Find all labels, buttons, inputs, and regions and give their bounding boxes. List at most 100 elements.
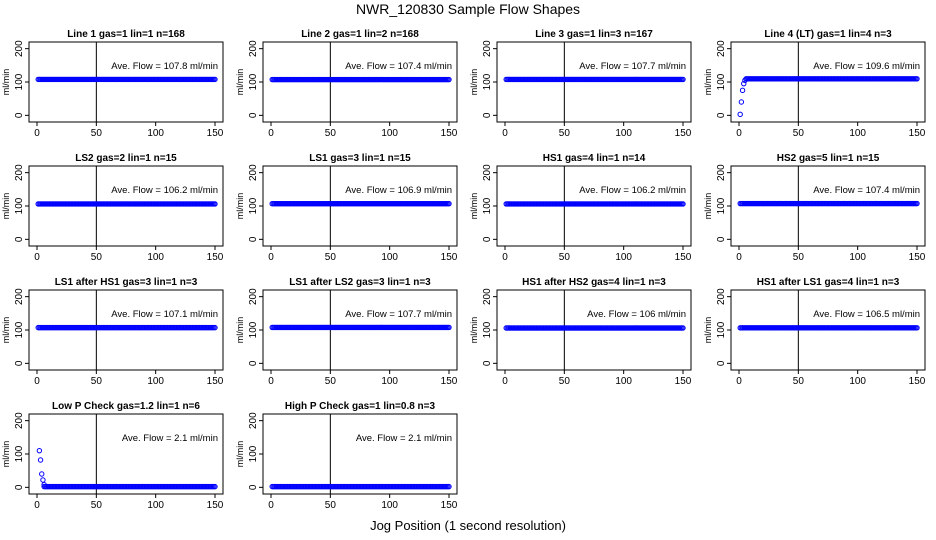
y-axis-label: ml/min bbox=[469, 317, 479, 344]
y-tick-label: 200 bbox=[482, 288, 493, 305]
x-tick-label: 100 bbox=[849, 252, 866, 263]
average-flow-annotation: Ave. Flow = 107.4 ml/min bbox=[813, 185, 920, 196]
y-tick-label: 200 bbox=[716, 288, 727, 305]
panel-6: LS1 gas=3 lin=1 n=15 0 50 100 150 0 100 200 ml/m… bbox=[235, 153, 458, 263]
y-tick-label: 0 bbox=[716, 236, 727, 242]
y-tick-label: 200 bbox=[14, 164, 25, 181]
panel-title: LS1 after LS2 gas=3 lin=1 n=3 bbox=[289, 277, 431, 288]
y-tick-label: 100 bbox=[14, 445, 25, 462]
data-points bbox=[36, 447, 218, 490]
data-point bbox=[680, 325, 686, 331]
x-tick-label: 0 bbox=[502, 376, 508, 387]
x-tick-label: 0 bbox=[34, 252, 40, 263]
x-tick-label: 150 bbox=[909, 252, 926, 263]
x-tick-label: 0 bbox=[736, 252, 742, 263]
x-tick-label: 50 bbox=[325, 128, 337, 139]
panel-2: Line 2 gas=1 lin=2 n=168 0 50 100 150 0 100 200… bbox=[235, 29, 458, 139]
data-points bbox=[269, 324, 452, 331]
panel-4: Line 4 (LT) gas=1 lin=4 n=3 0 50 100 150 0 100… bbox=[703, 29, 926, 139]
y-tick-label: 0 bbox=[716, 112, 727, 118]
y-tick-label: 100 bbox=[716, 73, 727, 90]
x-tick-label: 0 bbox=[268, 376, 274, 387]
y-tick-label: 0 bbox=[248, 112, 259, 118]
x-tick-label: 150 bbox=[675, 128, 692, 139]
data-points bbox=[737, 76, 920, 118]
y-tick-label: 100 bbox=[716, 321, 727, 338]
x-tick-label: 0 bbox=[34, 128, 40, 139]
data-point bbox=[914, 200, 920, 207]
average-flow-annotation: Ave. Flow = 106.2 ml/min bbox=[579, 185, 686, 196]
y-axis-label: ml/min bbox=[1, 69, 11, 96]
y-tick-label: 100 bbox=[14, 73, 25, 90]
x-tick-label: 50 bbox=[91, 128, 103, 139]
y-axis-label: ml/min bbox=[235, 193, 245, 220]
data-point bbox=[741, 80, 747, 87]
plot-frame bbox=[262, 413, 458, 495]
y-tick-label: 0 bbox=[248, 236, 259, 242]
y-tick-label: 100 bbox=[14, 197, 25, 214]
data-points bbox=[35, 76, 218, 83]
x-tick-label: 100 bbox=[615, 128, 632, 139]
plot-frame bbox=[730, 41, 926, 123]
y-axis-label: ml/min bbox=[1, 441, 11, 468]
y-tick-label: 200 bbox=[248, 412, 259, 429]
y-axis-label: ml/min bbox=[703, 317, 713, 344]
y-tick-label: 100 bbox=[248, 73, 259, 90]
x-tick-label: 150 bbox=[441, 500, 458, 511]
data-points bbox=[503, 76, 686, 83]
panel-3: Line 3 gas=1 lin=3 n=167 0 50 100 150 0 100 200… bbox=[469, 29, 692, 139]
x-tick-label: 100 bbox=[849, 376, 866, 387]
y-tick-label: 0 bbox=[482, 112, 493, 118]
x-tick-label: 50 bbox=[91, 376, 103, 387]
average-flow-annotation: Ave. Flow = 2.1 ml/min bbox=[356, 433, 452, 444]
y-tick-label: 200 bbox=[14, 40, 25, 57]
x-tick-label: 50 bbox=[793, 376, 805, 387]
x-tick-label: 150 bbox=[441, 376, 458, 387]
average-flow-annotation: Ave. Flow = 109.6 ml/min bbox=[813, 61, 920, 72]
x-tick-label: 100 bbox=[147, 252, 164, 263]
x-tick-label: 50 bbox=[793, 128, 805, 139]
data-point bbox=[39, 471, 45, 477]
panel-title: LS1 after HS1 gas=3 lin=1 n=3 bbox=[55, 277, 198, 288]
x-tick-label: 50 bbox=[793, 252, 805, 263]
x-tick-label: 100 bbox=[381, 128, 398, 139]
y-tick-label: 0 bbox=[482, 236, 493, 242]
panel-5: LS2 gas=2 lin=1 n=15 0 50 100 150 0 100 200 ml/m… bbox=[1, 153, 224, 263]
x-tick-label: 50 bbox=[325, 252, 337, 263]
x-tick-label: 50 bbox=[559, 376, 571, 387]
panel-9: LS1 after HS1 gas=3 lin=1 n=3 0 50 100 150 0 1… bbox=[1, 277, 224, 387]
data-point bbox=[446, 483, 452, 490]
data-points bbox=[269, 201, 452, 207]
data-point bbox=[446, 76, 452, 83]
x-tick-label: 0 bbox=[268, 252, 274, 263]
data-points bbox=[269, 483, 452, 490]
panel-title: HS1 after HS2 gas=4 lin=1 n=3 bbox=[522, 277, 666, 288]
average-flow-annotation: Ave. Flow = 107.7 ml/min bbox=[345, 309, 452, 320]
panel-8: HS2 gas=5 lin=1 n=15 0 50 100 150 0 100 200 ml/m… bbox=[703, 153, 926, 263]
x-tick-label: 150 bbox=[207, 376, 224, 387]
x-tick-label: 0 bbox=[268, 128, 274, 139]
x-tick-label: 0 bbox=[502, 128, 508, 139]
data-point bbox=[738, 99, 745, 105]
x-axis-label: Jog Position (1 second resolution) bbox=[370, 518, 566, 533]
average-flow-annotation: Ave. Flow = 107.8 ml/min bbox=[111, 61, 218, 72]
x-tick-label: 0 bbox=[736, 128, 742, 139]
x-tick-label: 100 bbox=[147, 500, 164, 511]
x-tick-label: 150 bbox=[441, 128, 458, 139]
y-tick-label: 0 bbox=[14, 484, 25, 490]
x-tick-label: 150 bbox=[675, 376, 692, 387]
y-axis-label: ml/min bbox=[235, 441, 245, 468]
x-tick-label: 100 bbox=[147, 376, 164, 387]
y-tick-label: 0 bbox=[14, 360, 25, 366]
x-tick-label: 150 bbox=[207, 252, 224, 263]
y-axis-label: ml/min bbox=[469, 69, 479, 96]
average-flow-annotation: Ave. Flow = 107.1 ml/min bbox=[111, 309, 218, 320]
y-axis-label: ml/min bbox=[235, 69, 245, 96]
y-axis-label: ml/min bbox=[1, 317, 11, 344]
data-point bbox=[680, 76, 686, 83]
data-point bbox=[914, 76, 920, 82]
x-tick-label: 50 bbox=[325, 500, 337, 511]
y-tick-label: 0 bbox=[248, 484, 259, 490]
panel-title: HS1 gas=4 lin=1 n=14 bbox=[543, 153, 646, 164]
data-points bbox=[737, 200, 920, 207]
